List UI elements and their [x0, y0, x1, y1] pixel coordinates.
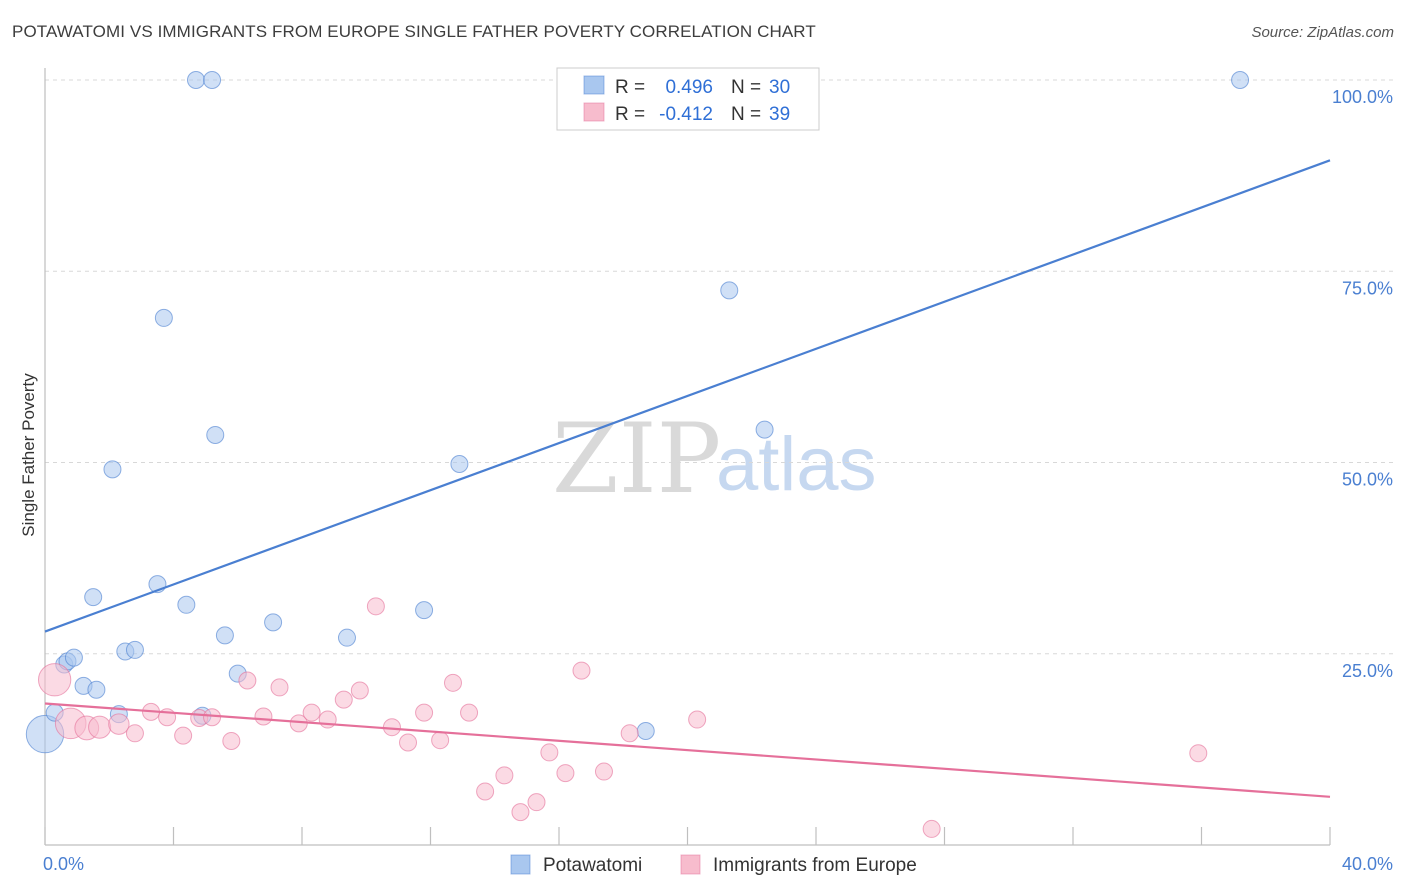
data-point: [511, 803, 530, 822]
data-point: [636, 722, 655, 741]
data-point: [254, 707, 273, 726]
legend-n-label: N =: [731, 77, 761, 98]
data-point: [415, 601, 434, 620]
y-tick-label: 75.0%: [1342, 278, 1393, 298]
data-point: [755, 420, 774, 439]
series-legend: Potawatomi Immigrants from Europe: [510, 854, 917, 876]
data-point: [302, 703, 321, 722]
data-point: [264, 613, 283, 632]
data-point: [222, 731, 241, 750]
legend-n-value: 39: [769, 104, 790, 125]
data-point: [186, 71, 205, 89]
legend-n-label: N =: [731, 104, 761, 125]
gridlines: [45, 79, 1395, 655]
data-point: [125, 640, 144, 659]
data-point: [922, 819, 941, 838]
data-point: [215, 626, 234, 645]
data-point: [177, 595, 196, 614]
data-point: [337, 628, 356, 647]
y-tick-label: 100.0%: [1332, 87, 1393, 107]
data-point: [88, 715, 112, 739]
source-label: Source: ZipAtlas.com: [1251, 24, 1394, 41]
watermark: ZIP atlas: [552, 403, 877, 515]
data-point: [720, 281, 739, 300]
data-point: [366, 597, 385, 616]
data-point: [1189, 744, 1208, 763]
data-point: [620, 724, 639, 743]
correlation-legend: R = 0.496 N = 30 R = -0.412 N = 39: [556, 67, 820, 131]
data-point: [154, 308, 173, 327]
data-point: [203, 71, 222, 89]
data-point: [594, 762, 613, 781]
data-point: [87, 680, 106, 699]
data-point: [37, 663, 72, 697]
data-point: [460, 703, 479, 722]
data-point: [350, 681, 369, 700]
data-point: [238, 671, 257, 690]
y-axis-title: Single Father Poverty: [19, 373, 38, 537]
legend-r-value: -0.412: [659, 104, 713, 125]
chart-title: POTAWATOMI VS IMMIGRANTS FROM EUROPE SIN…: [12, 22, 816, 41]
legend-r-value: 0.496: [665, 77, 713, 98]
series-legend-swatch: [510, 854, 531, 875]
data-point: [443, 673, 462, 692]
data-point: [540, 743, 559, 762]
tick-marks: [44, 827, 1331, 845]
legend-swatch: [583, 102, 605, 122]
watermark-zip: ZIP: [552, 403, 721, 515]
x-tick-label: 0.0%: [43, 854, 84, 874]
data-point: [84, 588, 103, 607]
data-point: [270, 678, 289, 697]
data-point: [174, 726, 193, 745]
data-point: [103, 460, 122, 479]
series-legend-label: Potawatomi: [543, 855, 642, 876]
x-tick-label: 40.0%: [1342, 854, 1393, 874]
legend-n-value: 30: [769, 77, 790, 98]
data-point: [495, 766, 514, 785]
data-point: [203, 708, 222, 727]
series-legend-swatch: [680, 854, 701, 875]
data-point: [399, 733, 418, 752]
legend-r-label: R =: [615, 104, 645, 125]
data-point: [206, 425, 225, 444]
y-tick-label: 25.0%: [1342, 661, 1393, 681]
series-legend-label: Immigrants from Europe: [713, 855, 917, 876]
trend-lines: [44, 159, 1331, 798]
data-point: [556, 764, 575, 783]
data-point: [415, 703, 434, 722]
data-point: [688, 710, 707, 729]
data-point: [431, 731, 450, 750]
data-point: [108, 713, 130, 735]
tick-labels: 25.0% 50.0% 75.0% 100.0% 0.0% 40.0%: [43, 87, 1393, 874]
data-point: [450, 455, 469, 474]
legend-swatch: [583, 75, 605, 95]
data-point: [476, 782, 495, 801]
data-point: [572, 661, 591, 680]
trend-line: [44, 159, 1331, 633]
data-point: [334, 690, 353, 709]
watermark-atlas: atlas: [716, 422, 877, 507]
y-tick-label: 50.0%: [1342, 470, 1393, 490]
data-point: [64, 648, 83, 667]
trend-line: [44, 702, 1331, 798]
data-point: [1231, 71, 1250, 89]
legend-r-label: R =: [615, 77, 645, 98]
data-point: [125, 724, 144, 743]
data-point: [527, 793, 546, 812]
